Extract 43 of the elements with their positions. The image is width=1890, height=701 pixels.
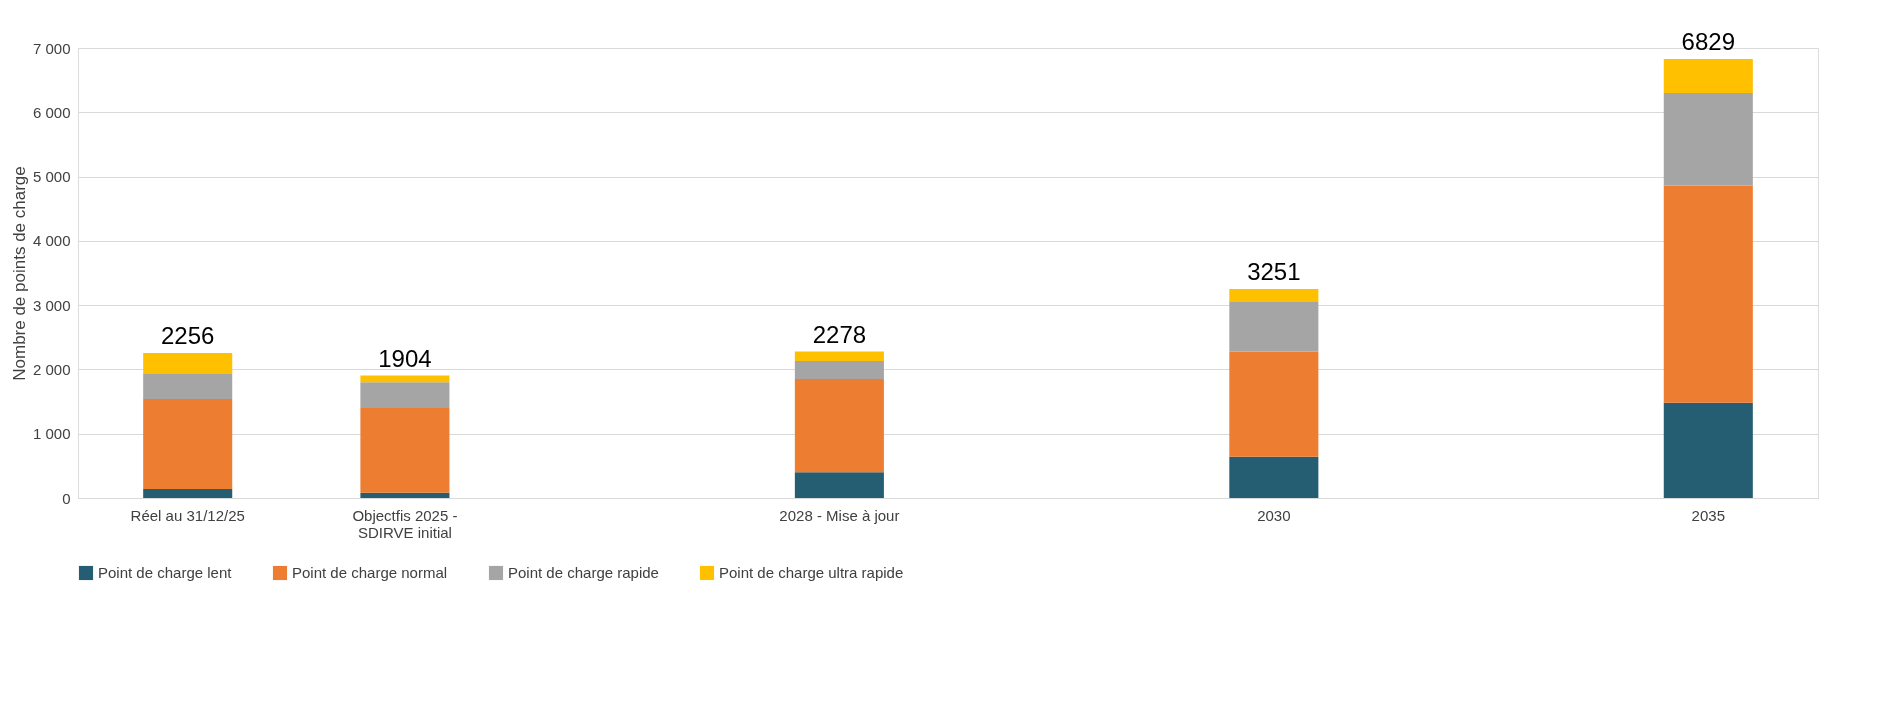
y-tick-label: 6 000: [32, 103, 71, 121]
total-label: 2278: [812, 320, 867, 348]
legend-label: Point de charge rapide: [508, 564, 659, 581]
bar: [143, 352, 233, 374]
legend-label: Point de charge normal: [292, 564, 448, 581]
y-tick-label: 0: [62, 489, 71, 507]
x-tick-label: 2035: [1691, 506, 1725, 524]
bar: [360, 382, 450, 408]
bar: [794, 379, 884, 473]
y-axis-title: Nombre de points de charge: [9, 166, 29, 381]
bar: [360, 492, 450, 498]
bar: [360, 375, 450, 383]
x-tick-label: 2030: [1257, 506, 1291, 524]
total-label: 3251: [1247, 258, 1301, 286]
bar: [1229, 456, 1319, 498]
y-tick-label: 1 000: [32, 425, 71, 443]
bar: [143, 373, 233, 399]
y-tick-label: 5 000: [32, 168, 71, 186]
bar: [1663, 58, 1753, 93]
y-tick-label: 2 000: [32, 360, 71, 378]
bar: [1229, 351, 1319, 457]
y-tick-label: 4 000: [32, 232, 71, 250]
x-tick-label: Objectfis 2025 - SDIRVE initial: [352, 506, 458, 541]
total-label: 1904: [378, 344, 432, 372]
bar: [794, 361, 884, 380]
y-tick-label: 3 000: [32, 296, 71, 314]
bar: [360, 408, 450, 493]
bar: [1663, 185, 1753, 403]
bar: [794, 472, 884, 498]
legend-label: Point de charge lent: [98, 564, 233, 581]
bar: [1229, 289, 1319, 302]
legend-label: Point de charge ultra rapide: [719, 564, 904, 581]
bar: [143, 399, 233, 489]
y-tick-label: 7 000: [32, 39, 71, 57]
bar: [1663, 402, 1753, 498]
bar: [1229, 301, 1319, 352]
x-tick-label: Réel au 31/12/25: [130, 506, 245, 524]
x-tick-label: 2028 - Mise à jour: [779, 506, 900, 524]
total-label: 2256: [161, 321, 215, 349]
bar: [794, 351, 884, 362]
bar: [1663, 93, 1753, 186]
bar: [143, 489, 233, 498]
total-label: 6829: [1681, 27, 1735, 55]
